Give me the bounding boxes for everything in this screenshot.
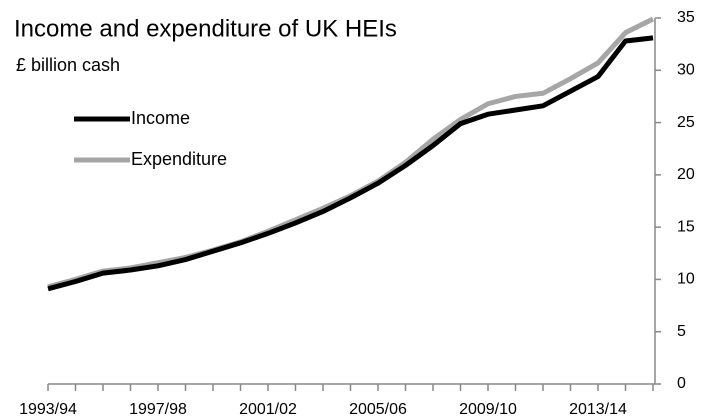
legend-label: Expenditure (131, 149, 227, 169)
x-tick-label: 2013/14 (569, 401, 627, 418)
x-tick-label: 2005/06 (349, 401, 407, 418)
y-tick-label: 25 (677, 114, 695, 131)
x-tick-label: 1997/98 (129, 401, 187, 418)
x-tick-label: 1993/94 (19, 401, 77, 418)
y-tick-label: 15 (677, 218, 695, 235)
y-tick-label: 30 (677, 62, 695, 79)
y-tick-label: 0 (677, 375, 686, 392)
chart-title: Income and expenditure of UK HEIs (14, 15, 397, 42)
chart-subtitle: £ billion cash (16, 55, 120, 75)
x-tick-label: 2001/02 (239, 401, 297, 418)
y-tick-label: 10 (677, 271, 695, 288)
x-tick-label: 2009/10 (459, 401, 517, 418)
y-tick-label: 20 (677, 166, 695, 183)
series-line (47, 35, 654, 292)
y-tick-label: 5 (677, 323, 686, 340)
y-tick-label: 35 (677, 9, 695, 26)
legend-label: Income (131, 108, 190, 128)
